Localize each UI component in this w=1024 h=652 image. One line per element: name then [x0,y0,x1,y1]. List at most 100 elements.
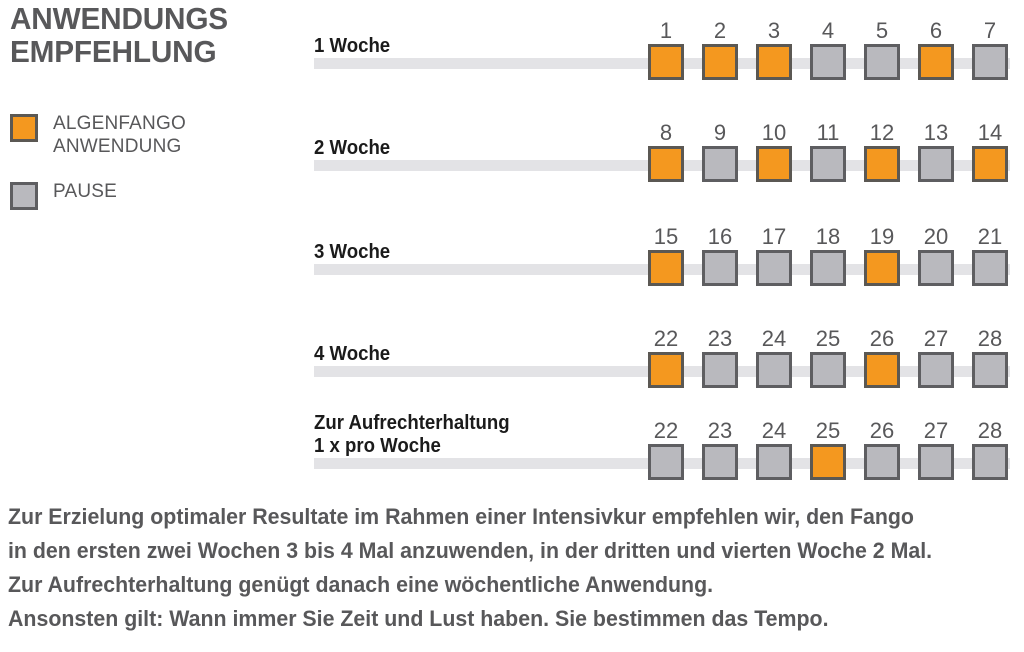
day-cell[interactable]: 2 [702,20,738,80]
footer-line: Zur Aufrechterhaltung genügt danach eine… [8,572,714,597]
day-cell[interactable]: 24 [756,420,792,480]
day-box-application[interactable] [918,44,954,80]
day-cell[interactable]: 27 [918,420,954,480]
day-box-application[interactable] [756,44,792,80]
day-number: 26 [869,418,895,443]
schedule-row-label: 1 Woche [314,35,390,58]
day-cell[interactable]: 28 [972,328,1008,388]
day-number: 12 [869,120,895,145]
day-cell[interactable]: 18 [810,226,846,286]
day-box-pause[interactable] [702,352,738,388]
day-cell[interactable]: 17 [756,226,792,286]
footer-line: Zur Erzielung optimaler Resultate im Rah… [8,504,914,529]
day-number: 28 [977,326,1003,351]
day-cell[interactable]: 3 [756,20,792,80]
day-box-application[interactable] [702,44,738,80]
day-cell[interactable]: 5 [864,20,900,80]
day-number: 2 [713,18,727,43]
day-box-pause[interactable] [756,444,792,480]
day-box-pause[interactable] [702,250,738,286]
schedule-row: 3 Woche 15 16 17 18 19 20 21 [314,214,1010,286]
day-box-pause[interactable] [972,250,1008,286]
day-cell[interactable]: 28 [972,420,1008,480]
footer-line: Ansonsten gilt: Wann immer Sie Zeit und … [8,606,829,631]
day-cell[interactable]: 23 [702,420,738,480]
day-box-application[interactable] [864,146,900,182]
day-box-pause[interactable] [864,444,900,480]
day-box-pause[interactable] [702,444,738,480]
schedule-row-label-line-1: 4 Woche [314,343,391,365]
page-title: ANWENDUNGS EMPFEHLUNG [10,2,288,68]
day-cell[interactable]: 14 [972,122,1008,182]
day-box-pause[interactable] [918,352,954,388]
day-box-application[interactable] [864,352,900,388]
schedule-row-label-line-2: 1 x pro Woche [314,435,441,457]
day-cell[interactable]: 21 [972,226,1008,286]
day-cell[interactable]: 22 [648,420,684,480]
day-number: 7 [983,18,997,43]
day-box-pause[interactable] [810,250,846,286]
day-box-application[interactable] [810,444,846,480]
legend-swatch-orange-icon [10,114,38,142]
day-number: 4 [821,18,835,43]
day-cell[interactable]: 11 [810,122,846,182]
day-box-pause[interactable] [972,44,1008,80]
day-cell[interactable]: 27 [918,328,954,388]
day-cell[interactable]: 13 [918,122,954,182]
day-box-application[interactable] [864,250,900,286]
day-box-application[interactable] [648,146,684,182]
day-box-application[interactable] [648,352,684,388]
day-number: 28 [977,418,1003,443]
day-cell[interactable]: 1 [648,20,684,80]
day-cell[interactable]: 20 [918,226,954,286]
day-box-application[interactable] [756,146,792,182]
day-cell[interactable]: 25 [810,328,846,388]
day-box-application[interactable] [648,250,684,286]
day-box-pause[interactable] [756,352,792,388]
day-cell[interactable]: 23 [702,328,738,388]
schedule-row-label: 2 Woche [314,137,390,160]
day-cell[interactable]: 9 [702,122,738,182]
day-box-pause[interactable] [864,44,900,80]
day-box-pause[interactable] [810,146,846,182]
day-cell[interactable]: 4 [810,20,846,80]
schedule-row-label-line-1: 2 Woche [314,137,391,159]
day-number: 26 [869,326,895,351]
day-cell[interactable]: 6 [918,20,954,80]
day-box-pause[interactable] [810,352,846,388]
day-box-pause[interactable] [702,146,738,182]
day-number: 1 [659,18,673,43]
day-cell[interactable]: 16 [702,226,738,286]
day-number: 25 [815,326,841,351]
day-box-pause[interactable] [810,44,846,80]
day-box-pause[interactable] [972,444,1008,480]
day-cell[interactable]: 24 [756,328,792,388]
day-box-pause[interactable] [918,250,954,286]
day-box-pause[interactable] [648,444,684,480]
schedule-row-days: 22 23 24 25 26 27 28 [648,420,1008,480]
day-cell[interactable]: 25 [810,420,846,480]
day-number: 6 [929,18,943,43]
day-cell[interactable]: 26 [864,420,900,480]
day-box-application[interactable] [648,44,684,80]
day-cell[interactable]: 8 [648,122,684,182]
day-number: 17 [761,224,787,249]
day-cell[interactable]: 15 [648,226,684,286]
day-cell[interactable]: 19 [864,226,900,286]
day-number: 24 [761,418,787,443]
day-cell[interactable]: 10 [756,122,792,182]
day-number: 10 [761,120,787,145]
day-cell[interactable]: 7 [972,20,1008,80]
schedule-row-days: 22 23 24 25 26 27 28 [648,328,1008,388]
day-box-pause[interactable] [756,250,792,286]
day-cell[interactable]: 26 [864,328,900,388]
legend-item-pause: PAUSE [10,180,300,210]
day-cell[interactable]: 12 [864,122,900,182]
day-number: 16 [707,224,733,249]
day-box-pause[interactable] [918,444,954,480]
day-cell[interactable]: 22 [648,328,684,388]
day-box-application[interactable] [972,146,1008,182]
legend-label-application: ALGENFANGO ANWENDUNG [53,112,186,158]
day-box-pause[interactable] [972,352,1008,388]
day-box-pause[interactable] [918,146,954,182]
